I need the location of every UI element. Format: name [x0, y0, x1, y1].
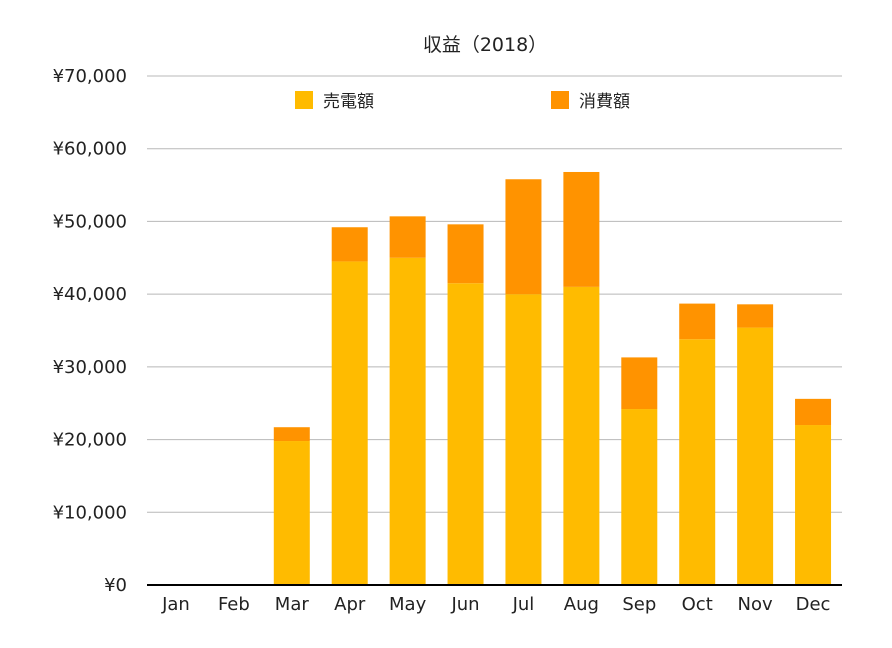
y-tick-label: ¥50,000 — [53, 211, 127, 232]
x-tick-label: Aug — [564, 594, 599, 615]
x-tick-label: Jul — [512, 594, 535, 615]
x-tick-label: Dec — [796, 594, 831, 615]
y-tick-label: ¥40,000 — [53, 284, 127, 305]
y-tick-label: ¥70,000 — [53, 66, 127, 87]
x-tick-label: Sep — [622, 594, 656, 615]
legend-swatch-sales — [295, 91, 313, 109]
bar-mar-series-0 — [273, 441, 310, 585]
y-tick-label: ¥20,000 — [53, 430, 127, 451]
legend-label-sales: 売電額 — [323, 92, 374, 112]
bar-sep-series-0 — [621, 409, 658, 585]
x-axis-ticks: Jan Feb Mar Apr May Jun Jul Aug Sep Oct Nov Dec — [161, 594, 830, 615]
bar-mar-series-1 — [273, 427, 310, 442]
bar-aug-series-0 — [563, 286, 600, 585]
x-tick-label: Apr — [334, 594, 366, 615]
bar-may-series-0 — [389, 257, 426, 585]
x-tick-label: Mar — [275, 594, 310, 615]
x-tick-label: Jun — [450, 594, 479, 615]
bar-dec-series-1 — [795, 398, 832, 426]
x-tick-label: Nov — [738, 594, 773, 615]
bar-apr-series-1 — [331, 227, 368, 262]
x-tick-label: May — [389, 594, 427, 615]
y-axis-ticks: ¥0 ¥10,000 ¥20,000 ¥30,000 ¥40,000 ¥50,000 ¥60… — [53, 66, 127, 596]
bar-nov-series-0 — [737, 327, 774, 585]
bar-jun-series-1 — [447, 224, 484, 284]
bar-sep-series-1 — [621, 357, 658, 410]
bar-may-series-1 — [389, 216, 426, 258]
bar-aug-series-1 — [563, 171, 600, 287]
bar-dec-series-0 — [795, 425, 832, 585]
y-tick-label: ¥60,000 — [53, 139, 127, 160]
x-tick-label: Jan — [161, 594, 190, 615]
bar-jul-series-1 — [505, 179, 542, 295]
y-tick-label: ¥0 — [104, 575, 127, 596]
legend-swatch-consumption — [551, 91, 569, 109]
y-tick-label: ¥30,000 — [53, 357, 127, 378]
legend: 売電額 消費額 — [295, 91, 630, 112]
bar-nov-series-1 — [737, 304, 774, 328]
legend-label-consumption: 消費額 — [579, 92, 630, 112]
y-tick-label: ¥10,000 — [53, 502, 127, 523]
bar-jul-series-0 — [505, 294, 542, 585]
x-tick-label: Feb — [218, 594, 250, 615]
bars — [273, 171, 832, 585]
chart-title: 収益（2018） — [423, 34, 547, 56]
bar-apr-series-0 — [331, 261, 368, 585]
gridlines — [147, 75, 842, 513]
bar-oct-series-0 — [679, 339, 716, 585]
bar-jun-series-0 — [447, 283, 484, 585]
bar-oct-series-1 — [679, 303, 716, 340]
x-tick-label: Oct — [682, 594, 713, 615]
